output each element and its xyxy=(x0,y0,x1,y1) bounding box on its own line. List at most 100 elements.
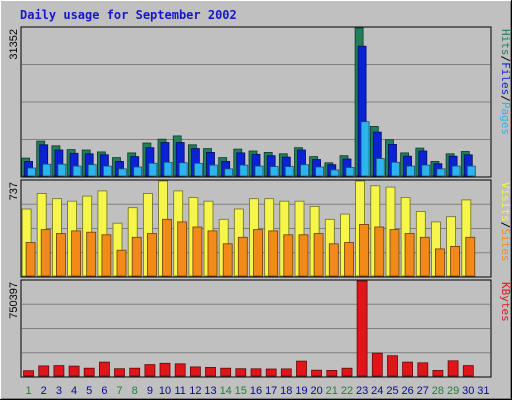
x-tick-label: 18 xyxy=(280,385,292,397)
bar-sites-day-2 xyxy=(40,229,51,277)
bar-kbytes-day-4 xyxy=(68,365,80,377)
bar-kbytes-day-18 xyxy=(280,368,292,377)
bar-pages-day-27 xyxy=(421,164,431,177)
bar-pages-day-22 xyxy=(345,167,355,177)
legend-visits-sites: Visits/Sites xyxy=(499,182,512,262)
bar-pages-day-14 xyxy=(224,168,234,177)
bar-pages-day-29 xyxy=(451,165,461,177)
legend-hits-files-pages: Hits/Files/Pages xyxy=(499,29,512,135)
bar-sites-day-25 xyxy=(389,229,400,277)
y-max-label: 31352 xyxy=(8,29,20,60)
bar-sites-day-1 xyxy=(25,242,36,277)
bar-sites-day-27 xyxy=(419,236,430,277)
bar-sites-day-11 xyxy=(177,221,188,277)
x-tick-label: 25 xyxy=(386,385,398,397)
x-axis-labels: 1 2 3 4 5 6 7 8 9 10 11 12 13 14 15 16 17 18 19 20 21 22 23 24 2… xyxy=(26,385,490,397)
bar-kbytes-day-6 xyxy=(99,361,110,377)
legend-kbytes: KBytes xyxy=(499,282,512,322)
bar-sites-day-30 xyxy=(465,236,476,277)
bar-pages-day-24 xyxy=(375,158,385,177)
bar-pages-day-4 xyxy=(72,165,82,177)
chart-panels: 31352 Hits/Files/Pages 737 Visits/Sites 7503… xyxy=(8,26,512,378)
bar-pages-day-26 xyxy=(406,165,416,177)
chart-title: Daily usage for September 2002 xyxy=(20,8,237,22)
bar-sites-day-21 xyxy=(328,243,339,277)
bar-sites-day-12 xyxy=(192,226,203,277)
bar-kbytes-day-22 xyxy=(341,367,353,377)
bar-sites-day-24 xyxy=(374,226,385,277)
bar-kbytes-day-10 xyxy=(159,362,171,377)
bar-pages-day-16 xyxy=(254,165,264,177)
legend-separator: / xyxy=(499,95,512,102)
bar-kbytes-day-12 xyxy=(189,366,201,377)
bar-kbytes-day-17 xyxy=(265,368,277,377)
bar-kbytes-day-19 xyxy=(296,360,307,377)
bar-sites-day-14 xyxy=(222,243,233,277)
bar-kbytes-day-28 xyxy=(432,369,444,377)
x-tick-label: 21 xyxy=(326,385,338,397)
x-tick-label: 16 xyxy=(250,385,262,397)
legend-separator: / xyxy=(499,222,512,229)
x-tick-label: 3 xyxy=(56,385,62,397)
bar-pages-day-13 xyxy=(209,164,218,177)
bar-kbytes-day-11 xyxy=(174,363,186,377)
bar-sites-day-19 xyxy=(298,234,309,277)
bar-sites-day-22 xyxy=(344,242,354,277)
bar-kbytes-day-2 xyxy=(38,365,50,377)
x-tick-label: 24 xyxy=(371,385,383,397)
bar-kbytes-day-21 xyxy=(326,369,338,377)
x-tick-label: 2 xyxy=(41,385,47,397)
bar-pages-day-3 xyxy=(57,163,67,177)
x-tick-label: 10 xyxy=(159,385,171,397)
bar-pages-day-15 xyxy=(239,164,249,177)
bar-kbytes-day-15 xyxy=(235,368,247,377)
bar-kbytes-day-1 xyxy=(23,370,35,377)
x-tick-label: 28 xyxy=(432,385,444,397)
bar-pages-day-18 xyxy=(284,166,294,177)
bar-sites-day-3 xyxy=(56,233,66,277)
bar-pages-day-21 xyxy=(330,169,340,177)
bar-sites-day-8 xyxy=(131,236,142,277)
legend-visits: Visits xyxy=(499,182,512,222)
legend-pages: Pages xyxy=(499,102,512,135)
bar-sites-day-4 xyxy=(71,230,81,277)
bar-kbytes-day-20 xyxy=(311,369,323,377)
bar-pages-day-25 xyxy=(391,161,400,177)
bar-kbytes-day-30 xyxy=(462,365,474,377)
x-tick-label: 22 xyxy=(341,385,353,397)
bar-sites-day-29 xyxy=(450,245,461,277)
bar-pages-day-8 xyxy=(133,166,143,177)
x-tick-label: 17 xyxy=(265,385,277,397)
bar-pages-day-10 xyxy=(163,161,173,177)
bar-kbytes-day-13 xyxy=(205,366,216,377)
bar-sites-day-28 xyxy=(434,248,445,277)
x-tick-label: 13 xyxy=(204,385,216,397)
bar-sites-day-26 xyxy=(404,233,415,277)
x-tick-label: 11 xyxy=(174,385,185,397)
bar-sites-day-16 xyxy=(253,229,263,277)
bar-pages-day-2 xyxy=(42,163,52,177)
bar-pages-day-12 xyxy=(193,162,203,177)
bar-sites-day-17 xyxy=(268,230,279,277)
y-max-label: 737 xyxy=(8,182,20,200)
bar-kbytes-day-16 xyxy=(250,368,262,377)
bar-kbytes-day-7 xyxy=(114,368,125,377)
bar-kbytes-day-24 xyxy=(371,352,383,377)
x-tick-label: 14 xyxy=(220,385,232,397)
panel-hits-files-pages: 31352 Hits/Files/Pages xyxy=(8,26,512,178)
bar-pages-day-7 xyxy=(118,168,127,177)
bar-kbytes-day-8 xyxy=(129,367,141,377)
x-tick-label: 19 xyxy=(295,385,307,397)
bar-sites-day-9 xyxy=(146,233,157,277)
y-max-label: 750397 xyxy=(8,282,20,319)
bar-pages-day-23 xyxy=(360,121,370,177)
bar-kbytes-day-14 xyxy=(220,367,232,377)
bar-sites-day-15 xyxy=(237,236,248,277)
bar-kbytes-day-9 xyxy=(144,364,156,377)
bar-pages-day-1 xyxy=(27,167,37,177)
x-tick-label: 27 xyxy=(417,385,429,397)
series-kbytes xyxy=(23,280,474,377)
bar-sites-day-10 xyxy=(162,218,172,277)
x-tick-label: 20 xyxy=(310,385,322,397)
